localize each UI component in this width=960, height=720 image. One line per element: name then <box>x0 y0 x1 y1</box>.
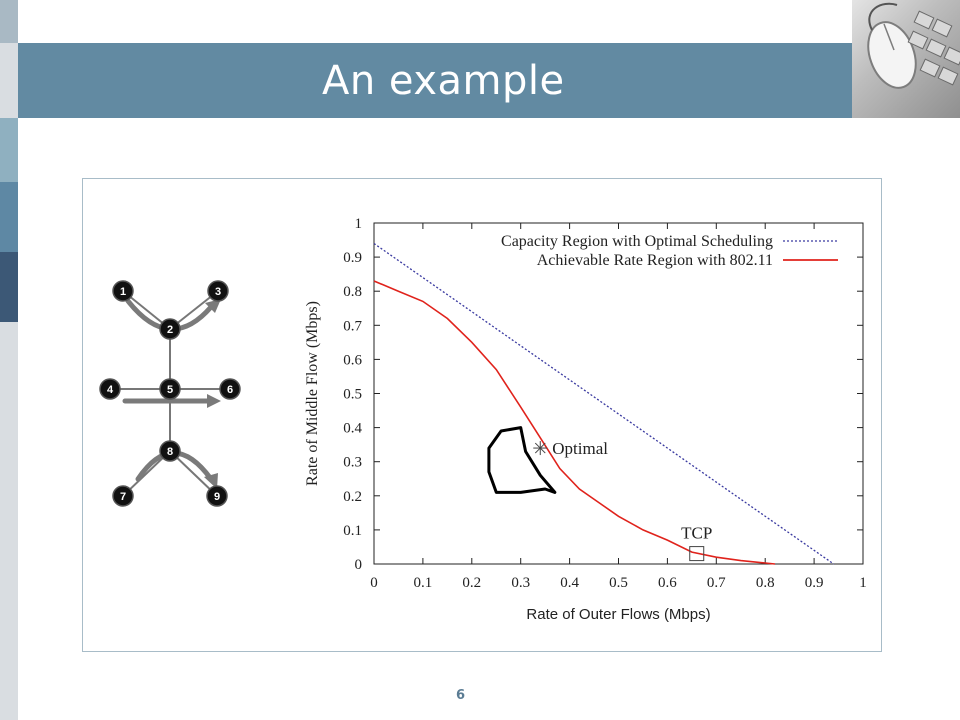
node-6: 6 <box>219 378 241 400</box>
network-topology-diagram: 1 2 3 4 5 6 7 8 9 <box>99 280 241 507</box>
x-tick-label: 0.5 <box>609 575 628 591</box>
axis-ticks: 0 0.1 0.2 0.3 0.4 0.5 0.6 0.7 0.8 0.9 1 0 0.1 0.2 0.3 0… <box>343 216 867 591</box>
node-label: 5 <box>167 384 173 396</box>
left-decor-block <box>0 118 18 182</box>
node-circle <box>112 280 134 302</box>
edge-8-7 <box>122 450 171 497</box>
node-2: 2 <box>159 318 181 340</box>
node-circle <box>159 440 181 462</box>
node-circle <box>159 318 181 340</box>
square-marker <box>689 546 705 562</box>
series-line-2 <box>373 280 776 565</box>
y-tick-label: 0.8 <box>343 284 362 300</box>
y-tick-label: 0.9 <box>343 250 362 266</box>
flow-arrowhead <box>205 299 221 313</box>
node-8: 8 <box>159 440 181 462</box>
x-tick-label: 0.4 <box>560 575 579 591</box>
y-tick-label: 1 <box>355 216 363 232</box>
y-tick-label: 0.5 <box>343 387 362 403</box>
node-9: 9 <box>206 485 228 507</box>
plot-frame <box>373 222 864 565</box>
annotation-layer: Optimal TCP <box>533 439 712 562</box>
y-tick-label: 0.4 <box>343 421 362 437</box>
series-layer <box>373 242 835 565</box>
node-label: 6 <box>227 384 233 396</box>
annotation-label: TCP <box>681 524 712 543</box>
x-tick-label: 0.1 <box>414 575 433 591</box>
legend-label: Capacity Region with Optimal Scheduling <box>501 233 773 250</box>
node-label: 3 <box>215 286 221 298</box>
x-tick-label: 0 <box>370 575 378 591</box>
node-circle <box>219 378 241 400</box>
node-label: 8 <box>167 446 173 458</box>
flow-arrowhead <box>204 473 218 489</box>
hand-drawn-loop <box>487 426 557 494</box>
legend-label: Achievable Rate Region with 802.11 <box>537 252 773 269</box>
edge-8-9 <box>169 450 218 497</box>
node-label: 7 <box>120 491 126 503</box>
x-tick-label: 0.7 <box>707 575 726 591</box>
node-label: 1 <box>120 286 126 298</box>
node-5: 5 <box>159 378 181 400</box>
y-tick-label: 0 <box>355 557 363 573</box>
left-decor-block <box>0 252 18 322</box>
asterisk-marker-stroke <box>534 442 546 454</box>
title-bar <box>18 43 852 118</box>
node-label: 9 <box>214 491 220 503</box>
y-tick-label: 0.2 <box>343 489 362 505</box>
y-tick-label: 0.3 <box>343 455 362 471</box>
node-label: 2 <box>167 324 173 336</box>
x-tick-label: 0.9 <box>805 575 824 591</box>
y-tick-label: 0.7 <box>343 318 362 334</box>
annotation-optimal: Optimal <box>533 439 608 458</box>
keyboard-mouse-photo <box>852 0 960 118</box>
x-tick-label: 1 <box>859 575 867 591</box>
node-circle <box>207 280 229 302</box>
annotation-label: Optimal <box>552 439 608 458</box>
node-4: 4 <box>99 378 121 400</box>
node-1: 1 <box>112 280 134 302</box>
x-axis-label: Rate of Outer Flows (Mbps) <box>526 606 710 623</box>
node-7: 7 <box>112 485 134 507</box>
node-circle <box>159 378 181 400</box>
slide-title: An example <box>322 58 565 104</box>
page-number: 6 <box>456 688 466 703</box>
left-decor-block <box>0 0 18 43</box>
node-circle <box>206 485 228 507</box>
node-3: 3 <box>207 280 229 302</box>
y-tick-label: 0.1 <box>343 523 362 539</box>
x-tick-label: 0.2 <box>462 575 481 591</box>
x-tick-label: 0.6 <box>658 575 677 591</box>
node-circle <box>99 378 121 400</box>
left-decor-strip <box>0 0 18 720</box>
x-tick-label: 0.8 <box>756 575 775 591</box>
rate-region-plot: 0 0.1 0.2 0.3 0.4 0.5 0.6 0.7 0.8 0.9 1 0 0.1 0.2 0.3 0… <box>304 216 867 623</box>
series-line-1 <box>373 242 835 565</box>
node-circle <box>112 485 134 507</box>
left-decor-block <box>0 182 18 252</box>
annotation-tcp: TCP <box>681 524 712 562</box>
topology-nodes: 1 2 3 4 5 6 7 8 9 <box>99 280 241 507</box>
y-tick-label: 0.6 <box>343 352 362 368</box>
x-tick-label: 0.3 <box>511 575 530 591</box>
node-label: 4 <box>107 384 114 396</box>
y-axis-label: Rate of Middle Flow (Mbps) <box>304 301 321 486</box>
flow-arrowhead <box>207 394 221 408</box>
legend: Capacity Region with Optimal Scheduling A… <box>501 233 838 269</box>
